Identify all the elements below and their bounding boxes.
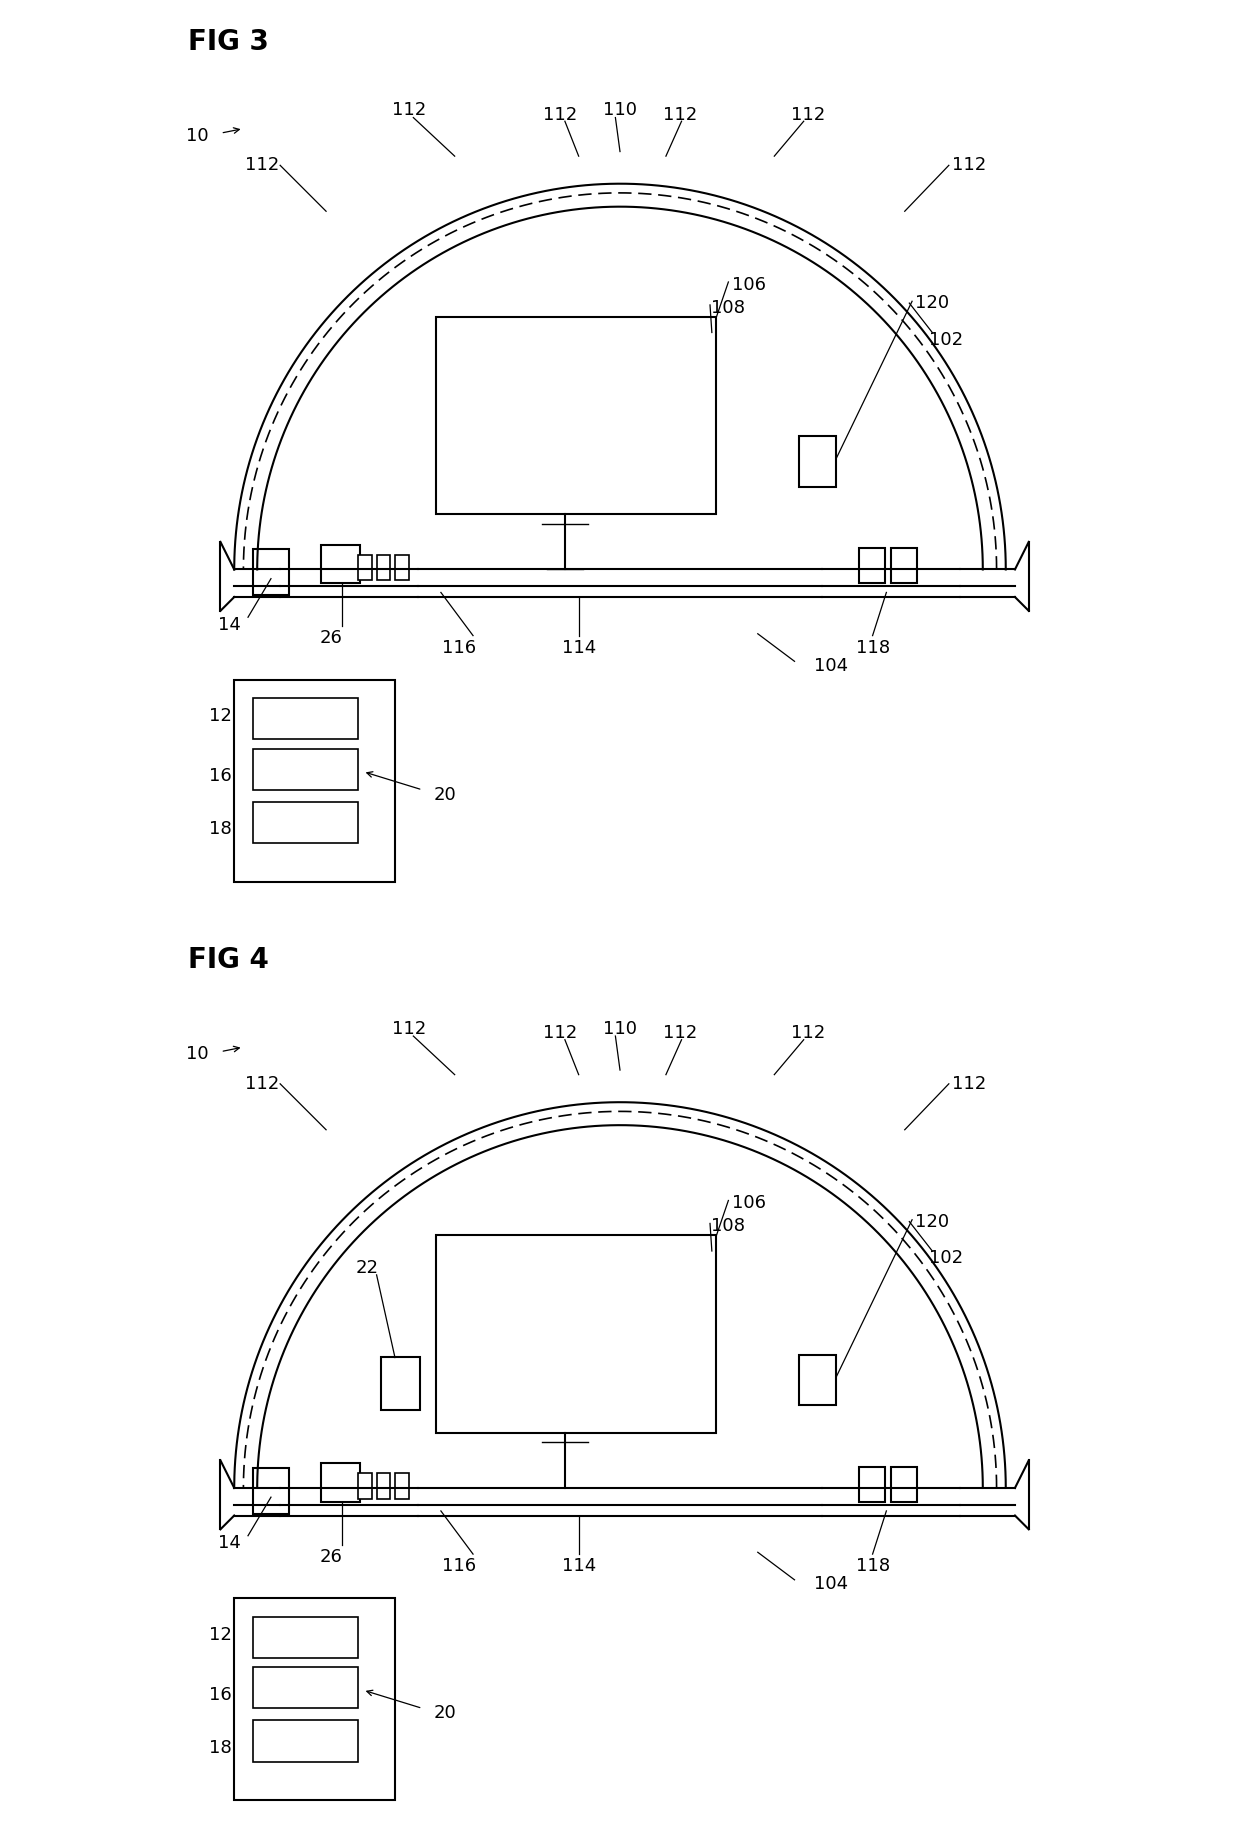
Text: 112: 112	[543, 1025, 578, 1042]
Text: 104: 104	[815, 1576, 848, 1593]
Text: 20: 20	[434, 786, 456, 803]
Text: 116: 116	[443, 1558, 476, 1574]
Text: 16: 16	[210, 768, 232, 784]
Text: 112: 112	[244, 1075, 279, 1093]
Text: 112: 112	[952, 156, 986, 175]
Text: 112: 112	[952, 1075, 986, 1093]
FancyBboxPatch shape	[234, 680, 396, 882]
Text: 112: 112	[543, 107, 578, 123]
Text: 116: 116	[443, 639, 476, 656]
FancyBboxPatch shape	[892, 1466, 916, 1503]
Text: 12: 12	[210, 1626, 232, 1644]
Text: 112: 112	[392, 101, 425, 119]
FancyBboxPatch shape	[321, 544, 360, 582]
Text: 108: 108	[712, 299, 745, 316]
FancyBboxPatch shape	[377, 555, 391, 580]
FancyBboxPatch shape	[253, 1468, 289, 1514]
FancyBboxPatch shape	[253, 1617, 358, 1657]
Text: 10: 10	[186, 127, 208, 145]
Text: 18: 18	[210, 821, 232, 838]
FancyBboxPatch shape	[892, 547, 916, 582]
FancyBboxPatch shape	[253, 801, 358, 843]
Text: 110: 110	[603, 1020, 637, 1038]
FancyBboxPatch shape	[358, 555, 372, 580]
Text: 118: 118	[856, 1558, 889, 1574]
Text: 112: 112	[244, 156, 279, 175]
Text: 22: 22	[356, 1258, 379, 1277]
Text: 106: 106	[732, 276, 765, 294]
Text: 114: 114	[562, 1558, 595, 1574]
FancyBboxPatch shape	[253, 1719, 358, 1762]
FancyBboxPatch shape	[436, 316, 717, 514]
FancyBboxPatch shape	[396, 1473, 409, 1499]
FancyBboxPatch shape	[253, 1668, 358, 1708]
Text: 112: 112	[662, 107, 697, 123]
Text: 10: 10	[186, 1045, 208, 1064]
Text: 112: 112	[791, 107, 826, 123]
FancyBboxPatch shape	[253, 698, 358, 738]
FancyBboxPatch shape	[799, 435, 836, 487]
Text: 12: 12	[210, 707, 232, 726]
Text: FIG 4: FIG 4	[188, 946, 269, 974]
Text: 14: 14	[218, 1534, 241, 1552]
FancyBboxPatch shape	[377, 1473, 391, 1499]
FancyBboxPatch shape	[253, 549, 289, 595]
Text: 102: 102	[929, 1249, 963, 1268]
Text: 120: 120	[915, 294, 950, 312]
Text: 20: 20	[434, 1705, 456, 1721]
Text: 114: 114	[562, 639, 595, 656]
Text: 104: 104	[815, 658, 848, 674]
Text: 112: 112	[662, 1025, 697, 1042]
Text: 110: 110	[603, 101, 637, 119]
FancyBboxPatch shape	[799, 1354, 836, 1405]
FancyBboxPatch shape	[381, 1356, 420, 1411]
Text: FIG 3: FIG 3	[188, 28, 269, 55]
Text: 112: 112	[392, 1020, 425, 1038]
Text: 118: 118	[856, 639, 889, 656]
Text: 14: 14	[218, 615, 241, 634]
FancyBboxPatch shape	[358, 1473, 372, 1499]
FancyBboxPatch shape	[396, 555, 409, 580]
Text: 108: 108	[712, 1218, 745, 1234]
Text: 102: 102	[929, 331, 963, 349]
FancyBboxPatch shape	[859, 1466, 884, 1503]
FancyBboxPatch shape	[859, 547, 884, 582]
FancyBboxPatch shape	[436, 1234, 717, 1433]
Text: 112: 112	[791, 1025, 826, 1042]
Text: 26: 26	[319, 1549, 342, 1565]
Text: 106: 106	[732, 1194, 765, 1212]
FancyBboxPatch shape	[321, 1462, 360, 1503]
Text: 18: 18	[210, 1740, 232, 1756]
Text: 120: 120	[915, 1212, 950, 1231]
Text: 16: 16	[210, 1686, 232, 1703]
Text: 26: 26	[319, 630, 342, 647]
FancyBboxPatch shape	[253, 749, 358, 790]
FancyBboxPatch shape	[234, 1598, 396, 1800]
